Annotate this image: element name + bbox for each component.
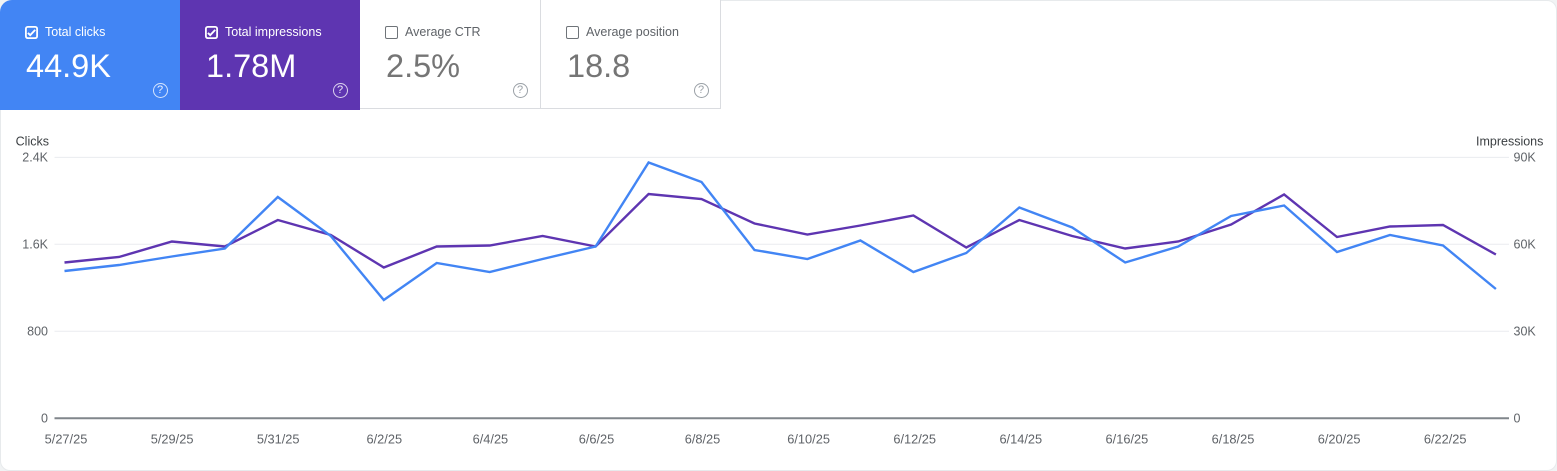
svg-text:6/4/25: 6/4/25: [473, 432, 509, 447]
svg-text:6/18/25: 6/18/25: [1212, 432, 1255, 447]
svg-text:6/8/25: 6/8/25: [685, 432, 721, 447]
svg-text:6/20/25: 6/20/25: [1318, 432, 1361, 447]
svg-text:6/2/25: 6/2/25: [367, 432, 403, 447]
svg-text:6/22/25: 6/22/25: [1424, 432, 1467, 447]
svg-text:5/29/25: 5/29/25: [151, 432, 194, 447]
svg-text:60K: 60K: [1514, 238, 1537, 252]
svg-text:6/10/25: 6/10/25: [787, 432, 830, 447]
svg-text:Clicks: Clicks: [16, 135, 49, 149]
svg-text:Impressions: Impressions: [1476, 135, 1543, 149]
svg-text:6/14/25: 6/14/25: [999, 432, 1042, 447]
svg-text:0: 0: [1514, 412, 1521, 426]
svg-text:0: 0: [41, 412, 48, 426]
svg-text:30K: 30K: [1514, 325, 1537, 339]
svg-text:5/31/25: 5/31/25: [257, 432, 300, 447]
svg-text:1.6K: 1.6K: [22, 238, 48, 252]
svg-text:6/6/25: 6/6/25: [579, 432, 615, 447]
svg-text:90K: 90K: [1514, 151, 1537, 165]
svg-text:6/16/25: 6/16/25: [1106, 432, 1149, 447]
svg-text:5/27/25: 5/27/25: [45, 432, 88, 447]
svg-text:2.4K: 2.4K: [22, 151, 48, 165]
svg-text:800: 800: [27, 325, 48, 339]
svg-text:6/12/25: 6/12/25: [893, 432, 936, 447]
